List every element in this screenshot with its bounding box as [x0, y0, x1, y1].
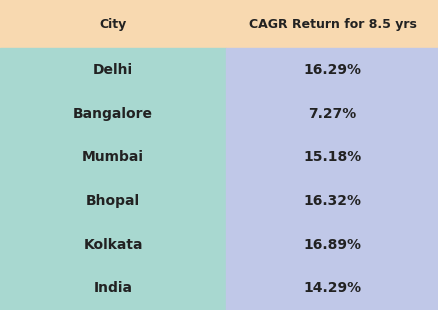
Text: India: India: [93, 281, 132, 295]
Bar: [226, 48, 438, 310]
Text: Mumbai: Mumbai: [82, 150, 144, 164]
Text: 14.29%: 14.29%: [303, 281, 361, 295]
Text: CAGR Return for 8.5 yrs: CAGR Return for 8.5 yrs: [248, 18, 416, 30]
Bar: [0, 48, 226, 310]
Text: Bhopal: Bhopal: [86, 194, 140, 208]
Text: Kolkata: Kolkata: [83, 237, 142, 251]
Text: 7.27%: 7.27%: [308, 107, 356, 121]
Text: 16.32%: 16.32%: [303, 194, 361, 208]
Text: 16.29%: 16.29%: [303, 63, 361, 77]
Text: City: City: [99, 18, 127, 30]
Text: 15.18%: 15.18%: [303, 150, 361, 164]
Text: Delhi: Delhi: [93, 63, 133, 77]
Text: Bangalore: Bangalore: [73, 107, 153, 121]
Text: 16.89%: 16.89%: [303, 237, 361, 251]
